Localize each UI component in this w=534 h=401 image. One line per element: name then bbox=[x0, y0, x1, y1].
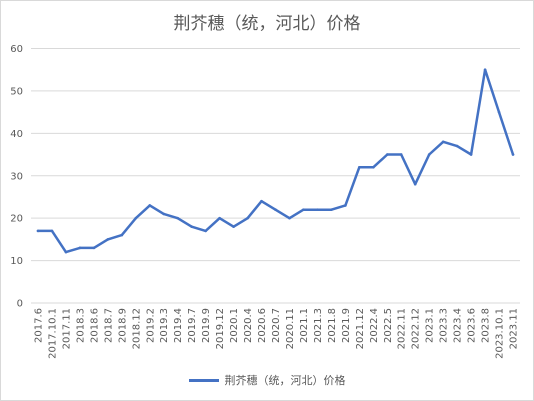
x-tick-label: 2017.10.1 bbox=[47, 308, 58, 359]
data-point bbox=[316, 208, 319, 211]
y-tick-label: 0 bbox=[17, 299, 23, 310]
x-tick-label: 2019.4 bbox=[173, 308, 184, 343]
data-point bbox=[441, 140, 445, 144]
x-tick-label: 2022.5 bbox=[383, 308, 394, 343]
data-point bbox=[288, 216, 291, 220]
data-point bbox=[50, 229, 54, 233]
legend-label: 荆芥穗（统，河北）价格 bbox=[224, 374, 346, 387]
data-point bbox=[427, 153, 431, 156]
x-tick-label: 2020.1 bbox=[229, 308, 240, 343]
data-point bbox=[399, 153, 403, 156]
data-point bbox=[106, 238, 110, 241]
data-point bbox=[344, 204, 347, 207]
data-point bbox=[92, 246, 96, 250]
data-point bbox=[497, 110, 501, 114]
data-point bbox=[176, 216, 179, 220]
x-tick-label: 2018.12 bbox=[131, 308, 142, 349]
data-point bbox=[385, 153, 389, 156]
data-point bbox=[134, 216, 138, 220]
series-line bbox=[36, 68, 515, 254]
x-tick-label: 2020.7 bbox=[271, 308, 282, 343]
x-tick-label: 2020.11 bbox=[285, 308, 296, 349]
x-tick-label: 2020.4 bbox=[243, 308, 254, 343]
x-tick-label: 2021.1 bbox=[299, 308, 310, 343]
data-point bbox=[36, 229, 40, 233]
x-tick-label: 2023.4 bbox=[453, 308, 464, 343]
x-tick-label: 2021.9 bbox=[341, 308, 352, 343]
x-tick-label: 2023.11 bbox=[509, 308, 520, 349]
data-point bbox=[260, 199, 263, 203]
x-tick-label: 2023.10.1 bbox=[495, 308, 506, 359]
x-tick-label: 2019.12 bbox=[215, 308, 226, 349]
data-point bbox=[469, 153, 473, 156]
x-tick-label: 2021.3 bbox=[313, 308, 324, 343]
y-tick-label: 60 bbox=[10, 44, 23, 55]
y-tick-label: 30 bbox=[10, 171, 23, 182]
data-point bbox=[246, 216, 249, 220]
x-tick-label: 2022.11 bbox=[397, 308, 408, 349]
data-point bbox=[330, 208, 333, 211]
data-point bbox=[120, 233, 124, 237]
chart-title: 荆芥穗（统，河北）价格 bbox=[173, 14, 361, 34]
data-point bbox=[148, 204, 152, 207]
y-tick-label: 50 bbox=[10, 86, 23, 97]
data-point bbox=[162, 212, 166, 216]
x-tick-label: 2018.7 bbox=[103, 308, 114, 343]
data-point bbox=[190, 225, 193, 228]
x-tick-label: 2018.9 bbox=[117, 308, 128, 343]
x-tick-label: 2022.4 bbox=[369, 308, 380, 343]
x-tick-label: 2019.3 bbox=[159, 308, 170, 343]
x-tick-label: 2018.6 bbox=[89, 308, 100, 343]
data-point bbox=[274, 208, 277, 211]
x-tick-label: 2023.8 bbox=[481, 308, 492, 343]
data-point bbox=[483, 68, 487, 72]
data-point bbox=[413, 182, 417, 186]
x-tick-label: 2023.3 bbox=[439, 308, 450, 343]
x-tick-label: 2023.6 bbox=[467, 308, 478, 343]
data-point bbox=[232, 225, 235, 228]
data-point bbox=[204, 229, 207, 233]
legend-swatch bbox=[188, 378, 219, 382]
data-point bbox=[511, 153, 515, 156]
x-tick-label: 2020.6 bbox=[257, 308, 268, 343]
x-tick-label: 2019.9 bbox=[201, 308, 212, 343]
x-tick-label: 2022.12 bbox=[411, 308, 422, 349]
data-point bbox=[78, 246, 82, 250]
x-tick-label: 2023.1 bbox=[425, 308, 436, 343]
data-point bbox=[64, 250, 68, 254]
data-point bbox=[455, 144, 459, 148]
data-point bbox=[372, 165, 375, 169]
y-tick-label: 20 bbox=[10, 214, 23, 225]
data-point bbox=[302, 208, 305, 211]
x-tick-label: 2019.7 bbox=[187, 308, 198, 343]
x-tick-label: 2021.8 bbox=[327, 308, 338, 343]
x-tick-label: 2021.12 bbox=[355, 308, 366, 349]
x-tick-label: 2017.6 bbox=[33, 308, 44, 343]
data-point bbox=[358, 165, 361, 169]
y-tick-label: 10 bbox=[10, 256, 23, 267]
y-tick-label: 40 bbox=[10, 129, 23, 140]
legend: 荆芥穗（统，河北）价格 bbox=[1, 372, 533, 388]
x-tick-label: 2018.3 bbox=[75, 308, 86, 343]
x-tick-label: 2017.11 bbox=[61, 308, 72, 349]
data-point bbox=[218, 216, 221, 220]
x-tick-label: 2019.2 bbox=[145, 308, 156, 343]
